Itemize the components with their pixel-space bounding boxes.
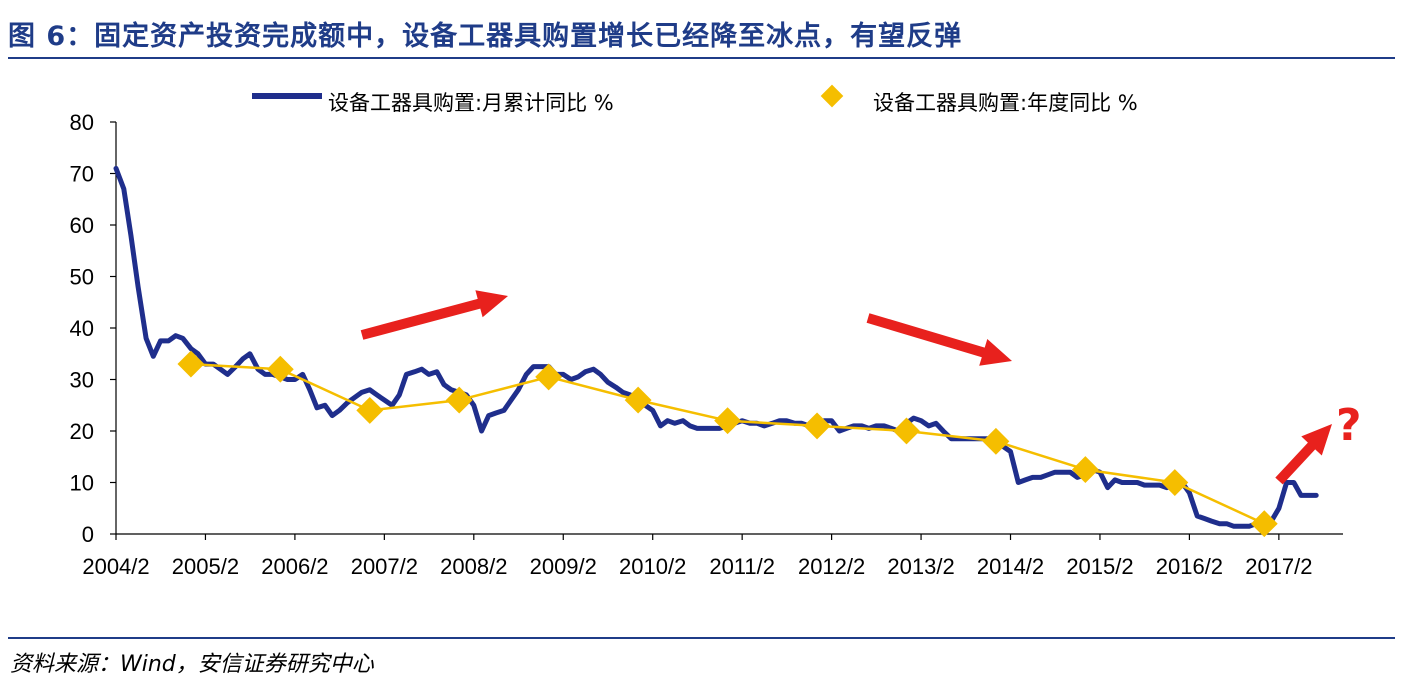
y-tick-label: 30 [70, 368, 94, 393]
x-tick-label: 2014/2 [977, 554, 1044, 579]
series-annual-point [893, 417, 920, 445]
x-tick-label: 2005/2 [172, 554, 239, 579]
y-tick-label: 50 [70, 265, 94, 290]
x-tick-label: 2013/2 [887, 554, 954, 579]
x-tick-label: 2016/2 [1156, 554, 1223, 579]
series-annual-point [356, 396, 384, 424]
plot-area [113, 165, 1319, 538]
series-annual-point [714, 407, 742, 435]
trend-arrow-rebound [1275, 424, 1332, 485]
series-annual-point [177, 350, 205, 378]
trend-arrow-down [866, 313, 1012, 366]
trend-arrow-up [360, 290, 508, 340]
legend-monthly-label: 设备工器具购置:月累计同比 % [328, 91, 614, 115]
y-tick-label: 60 [70, 213, 94, 238]
y-tick-label: 0 [82, 522, 94, 547]
x-tick-label: 2007/2 [351, 554, 418, 579]
x-tick-label: 2009/2 [530, 554, 597, 579]
x-tick-label: 2012/2 [798, 554, 865, 579]
x-tick-label: 2006/2 [261, 554, 328, 579]
axes: 0 10 20 30 40 50 60 70 80 2004/2 2005/2 2006/2 2007/… [70, 110, 1343, 579]
y-tick-label: 70 [70, 162, 94, 187]
series-annual-point [982, 427, 1010, 455]
legend: 设备工器具购置:月累计同比 % 设备工器具购置:年度同比 % [252, 84, 1138, 115]
y-tick-label: 10 [70, 471, 94, 496]
x-tick-label: 2008/2 [440, 554, 507, 579]
chart-title: 图 6：固定资产投资完成额中，设备工器具购置增长已经降至冰点，有望反弹 [8, 21, 963, 52]
annotations: ? [360, 290, 1362, 485]
legend-annual-label: 设备工器具购置:年度同比 % [873, 91, 1138, 115]
x-tick-label: 2004/2 [82, 554, 149, 579]
x-tick-label: 2015/2 [1066, 554, 1133, 579]
y-tick-label: 20 [70, 419, 94, 444]
title-divider [8, 57, 1395, 59]
y-tick-label: 80 [70, 110, 94, 135]
y-tick-label: 40 [70, 316, 94, 341]
line-chart: 设备工器具购置:月累计同比 % 设备工器具购置:年度同比 % 0 10 20 30 40… [70, 84, 1362, 579]
series-annual-point [803, 412, 831, 440]
x-tick-label: 2011/2 [709, 554, 775, 579]
series-annual-point [624, 386, 652, 414]
series-annual-point [1161, 469, 1189, 496]
x-tick-label: 2017/2 [1245, 554, 1312, 579]
series-monthly-line [113, 165, 1319, 529]
series-annual-point [1250, 510, 1278, 538]
source-note: 资料来源：Wind，安信证券研究中心 [10, 652, 374, 677]
source-divider [8, 637, 1395, 639]
x-tick-label: 2010/2 [619, 554, 686, 579]
legend-annual-swatch [820, 84, 844, 108]
question-mark-annotation: ? [1336, 400, 1362, 451]
series-annual-line [190, 362, 1265, 525]
